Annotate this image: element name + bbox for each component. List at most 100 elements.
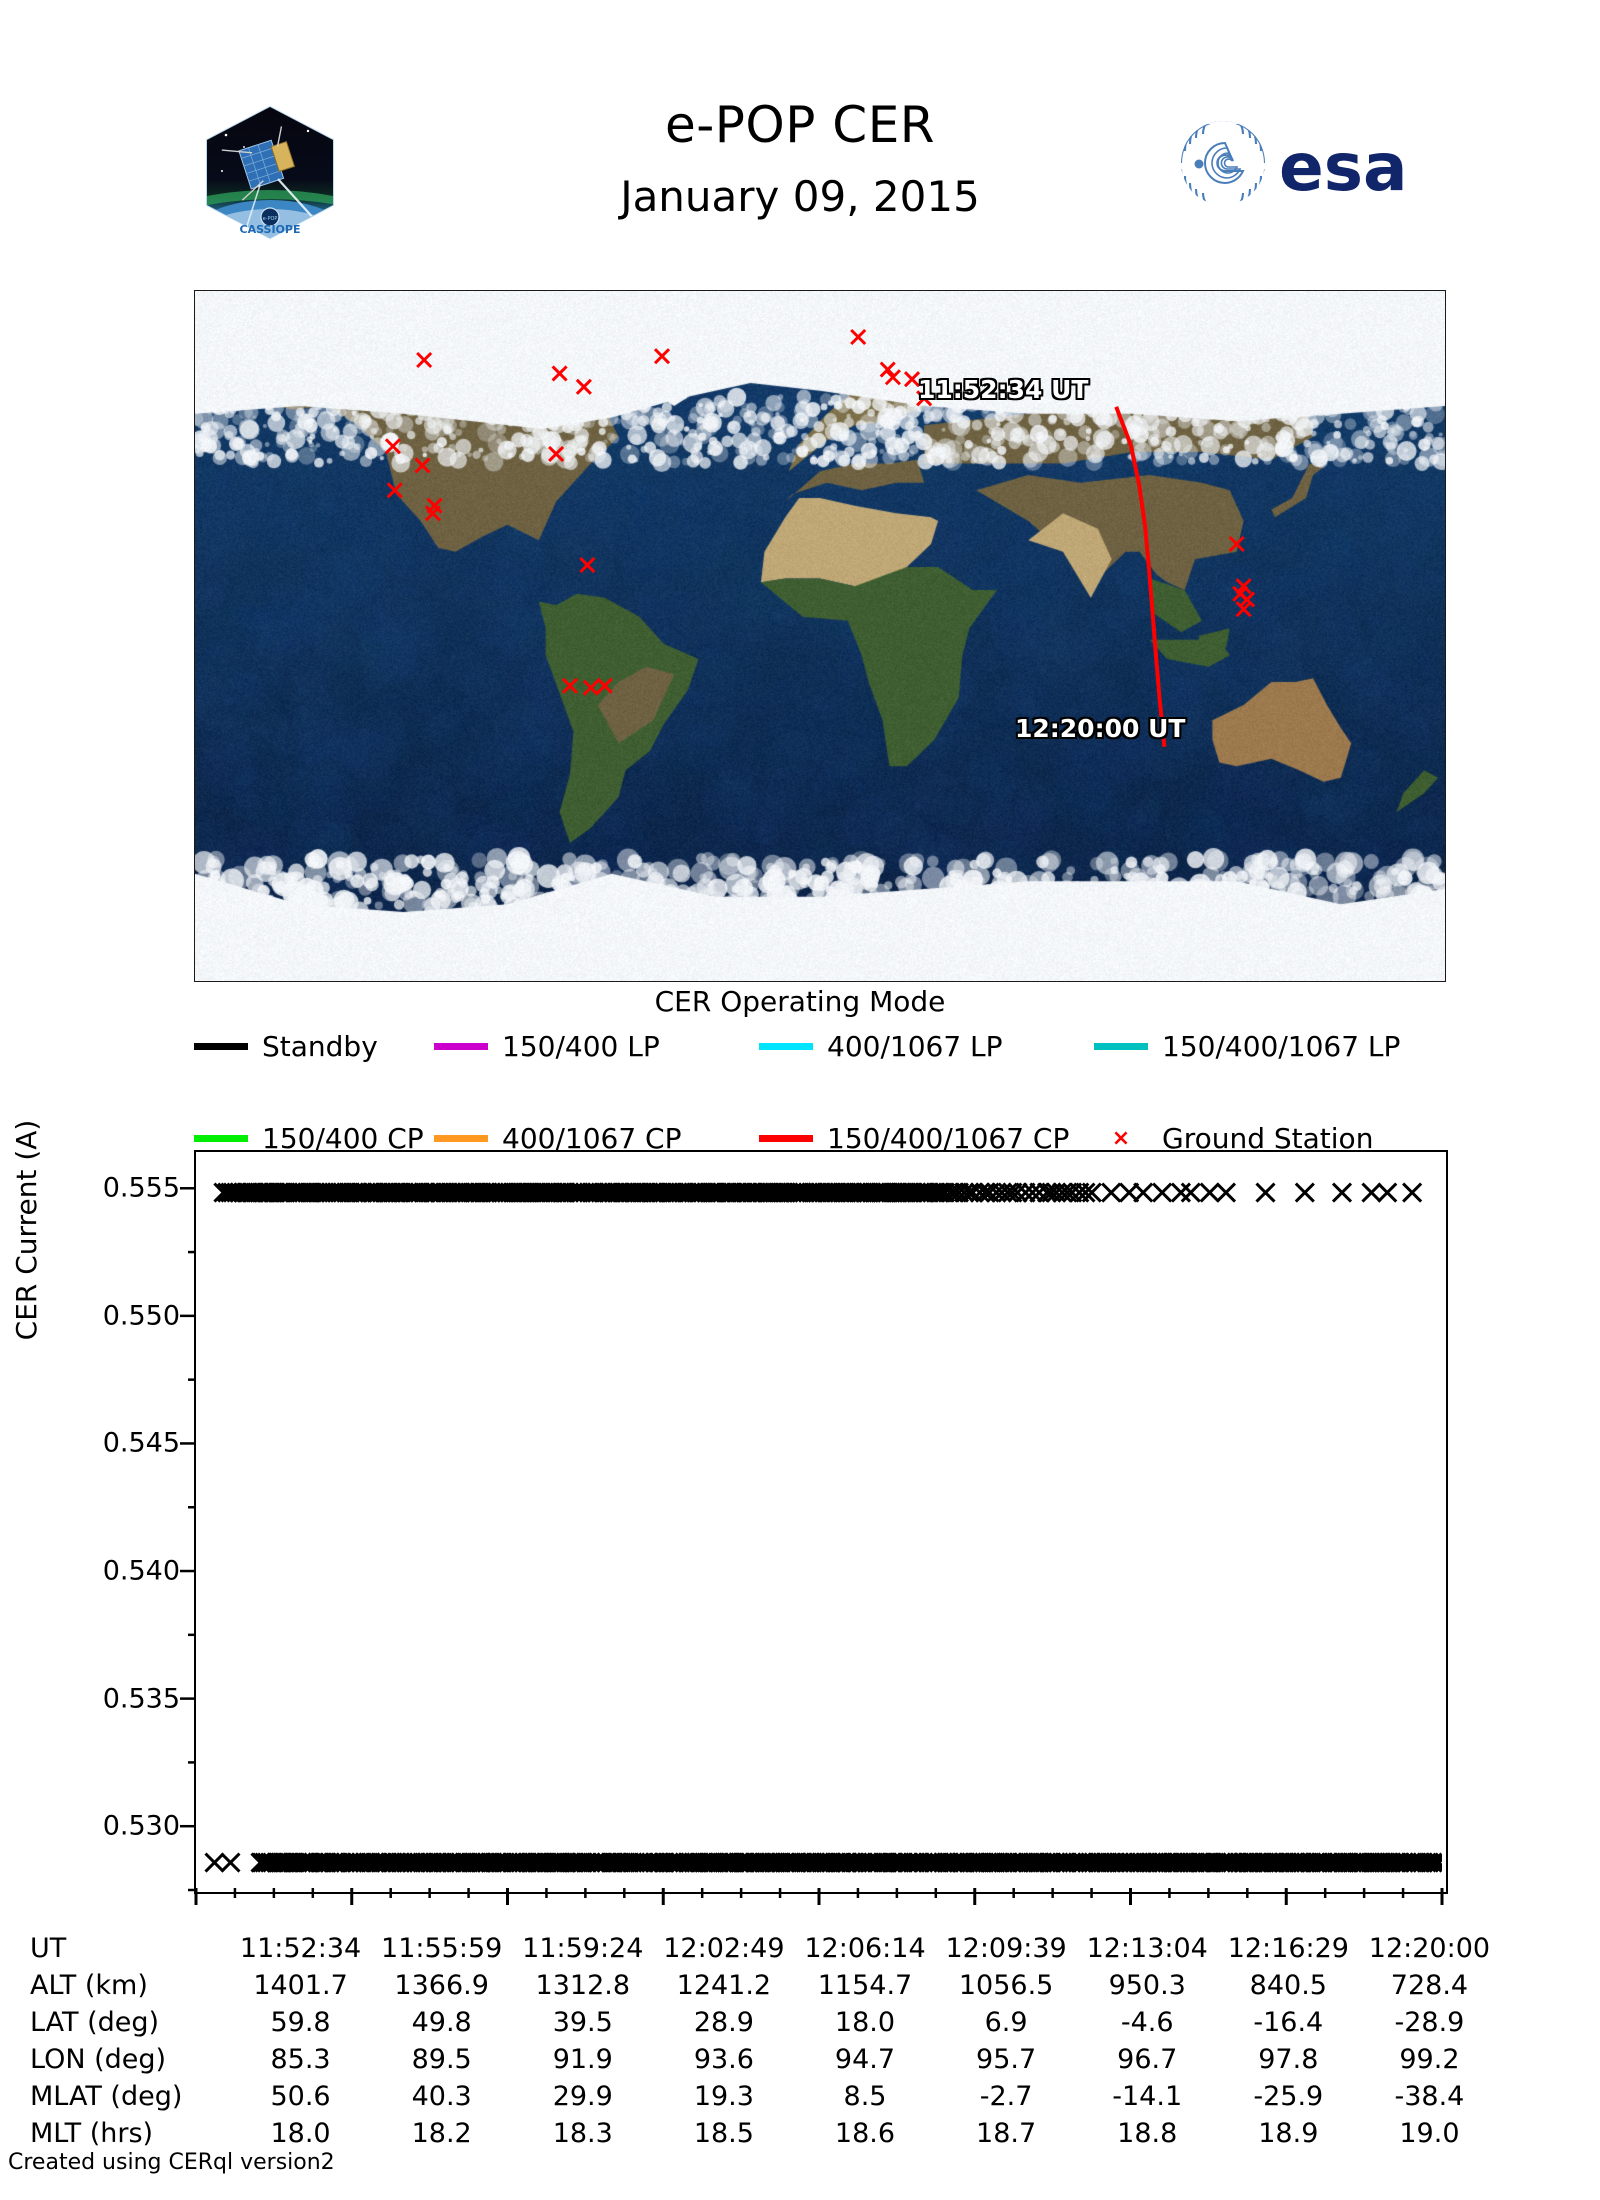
ground-station-marker (851, 330, 865, 344)
page-header: e-POP CASSIOPE e-POP CER January 09, 201… (0, 0, 1600, 280)
table-cell: 19.3 (653, 2078, 794, 2115)
table-cell: 12:13:04 (1077, 1930, 1218, 1967)
legend-row: Standby 150/400 LP 400/1067 LP 150/400/1067… (194, 1030, 1444, 1076)
table-cell: 1241.2 (653, 1967, 794, 2004)
table-cell: 8.5 (794, 2078, 935, 2115)
table-cell: 59.8 (230, 2004, 371, 2041)
map-overlay (195, 291, 1445, 981)
data-point-x (1153, 1184, 1171, 1202)
ground-station-marker (563, 679, 577, 693)
data-point-x (1333, 1184, 1351, 1202)
table-cell: 12:06:14 (794, 1930, 935, 1967)
data-point-x (1256, 1184, 1274, 1202)
legend-title: CER Operating Mode (0, 985, 1600, 1018)
table-cell: 40.3 (371, 2078, 512, 2115)
table-cell: 11:59:24 (512, 1930, 653, 1967)
ephemeris-table-grid: UT 11:52:34 11:55:59 11:59:24 12:02:49 12:06:… (30, 1930, 1500, 2152)
ground-station-marker (905, 372, 919, 386)
legend-item-label: 150/400 LP (502, 1030, 660, 1063)
table-row-label: MLAT (deg) (30, 2078, 230, 2115)
table-cell: 19.0 (1359, 2115, 1500, 2152)
table-cell: 18.5 (653, 2115, 794, 2152)
table-cell: 18.8 (1077, 2115, 1218, 2152)
table-cell: 91.9 (512, 2041, 653, 2078)
page-date: January 09, 2015 (480, 169, 1120, 225)
legend-row: 150/400 CP 400/1067 CP 150/400/1067 CP × Gro… (194, 1076, 1444, 1122)
table-cell: 18.7 (936, 2115, 1077, 2152)
table-cell: -28.9 (1359, 2004, 1500, 2041)
ground-station-marker (549, 447, 563, 461)
data-point-x (205, 1854, 223, 1872)
data-point-x (1403, 1184, 1421, 1202)
legend-color-swatch (759, 1135, 813, 1142)
table-cell: -25.9 (1218, 2078, 1359, 2115)
y-axis-label-text: CER Current (A) (10, 1080, 43, 1380)
ground-station-marker (388, 483, 402, 497)
legend-item-150-400-lp: 150/400 LP (434, 1030, 660, 1063)
ground-station-x-icon: × (1094, 1126, 1148, 1151)
ephemeris-table: UT 11:52:34 11:55:59 11:59:24 12:02:49 12:06:… (30, 1930, 1500, 2152)
legend-item-label: Standby (262, 1030, 378, 1063)
title-block: e-POP CER January 09, 2015 (480, 95, 1120, 225)
table-cell: 12:20:00 (1359, 1930, 1500, 1967)
table-cell: 18.0 (230, 2115, 371, 2152)
table-cell: 11:55:59 (371, 1930, 512, 1967)
table-cell: 1401.7 (230, 1967, 371, 2004)
table-cell: -14.1 (1077, 2078, 1218, 2115)
legend-item-label: 150/400/1067 LP (1162, 1030, 1400, 1063)
table-cell: 39.5 (512, 2004, 653, 2041)
table-row: UT 11:52:34 11:55:59 11:59:24 12:02:49 12:06:… (30, 1930, 1500, 1967)
data-point-x (1182, 1184, 1200, 1202)
table-cell: 89.5 (371, 2041, 512, 2078)
table-cell: 1312.8 (512, 1967, 653, 2004)
footer-credit: Created using CERql version2 (8, 2150, 335, 2175)
ground-station-marker (415, 458, 429, 472)
ground-station-marker (598, 679, 612, 693)
legend-color-swatch (434, 1135, 488, 1142)
table-cell: 1056.5 (936, 1967, 1077, 2004)
table-cell: 18.6 (794, 2115, 935, 2152)
ground-station-marker (386, 439, 400, 453)
table-cell: 950.3 (1077, 1967, 1218, 2004)
table-row: MLT (hrs) 18.0 18.2 18.3 18.5 18.6 18.7 18.8 18.… (30, 2115, 1500, 2152)
y-axis-ticks (150, 1148, 196, 1892)
legend-color-swatch (194, 1135, 248, 1142)
table-cell: 94.7 (794, 2041, 935, 2078)
table-cell: 18.2 (371, 2115, 512, 2152)
ground-station-marker (584, 681, 598, 695)
table-row: LAT (deg) 59.8 49.8 39.5 28.9 18.0 6.9 -4.6 -16.… (30, 2004, 1500, 2041)
table-cell: 29.9 (512, 2078, 653, 2115)
table-row-label: LAT (deg) (30, 2004, 230, 2041)
legend-item-label: 400/1067 LP (827, 1030, 1003, 1063)
data-point-x (1102, 1184, 1120, 1202)
table-row-label: UT (30, 1930, 230, 1967)
table-cell: -4.6 (1077, 2004, 1218, 2041)
legend-item-400-1067-lp: 400/1067 LP (759, 1030, 1003, 1063)
table-cell: 12:16:29 (1218, 1930, 1359, 1967)
table-cell: 6.9 (936, 2004, 1077, 2041)
table-cell: 50.6 (230, 2078, 371, 2115)
cassiope-logo-text: CASSIOPE (240, 223, 301, 236)
table-cell: 728.4 (1359, 1967, 1500, 2004)
ground-station-marker (417, 353, 431, 367)
ground-station-marker (577, 380, 591, 394)
table-cell: 93.6 (653, 2041, 794, 2078)
table-cell: 840.5 (1218, 1967, 1359, 2004)
legend-item-150-400-1067-lp: 150/400/1067 LP (1094, 1030, 1400, 1063)
table-cell: -16.4 (1218, 2004, 1359, 2041)
table-cell: 18.0 (794, 2004, 935, 2041)
ground-station-marker (1230, 537, 1244, 551)
esa-logo-text: esa (1279, 129, 1408, 206)
ground-station-marker (553, 366, 567, 380)
data-point-x (1201, 1184, 1219, 1202)
legend-color-swatch (194, 1043, 248, 1050)
table-row: LON (deg) 85.3 89.5 91.9 93.6 94.7 95.7 96.7 97.… (30, 2041, 1500, 2078)
legend-color-swatch (434, 1043, 488, 1050)
table-cell: 95.7 (936, 2041, 1077, 2078)
table-row: MLAT (deg) 50.6 40.3 29.9 19.3 8.5 -2.7 -14.1 -2… (30, 2078, 1500, 2115)
legend-item-standby: Standby (194, 1030, 378, 1063)
cassiope-logo: e-POP CASSIOPE (200, 105, 340, 240)
world-map-panel (194, 290, 1446, 982)
esa-logo: esa (1175, 120, 1455, 206)
map-start-time-label: 11:52:34 UT (918, 375, 1088, 404)
